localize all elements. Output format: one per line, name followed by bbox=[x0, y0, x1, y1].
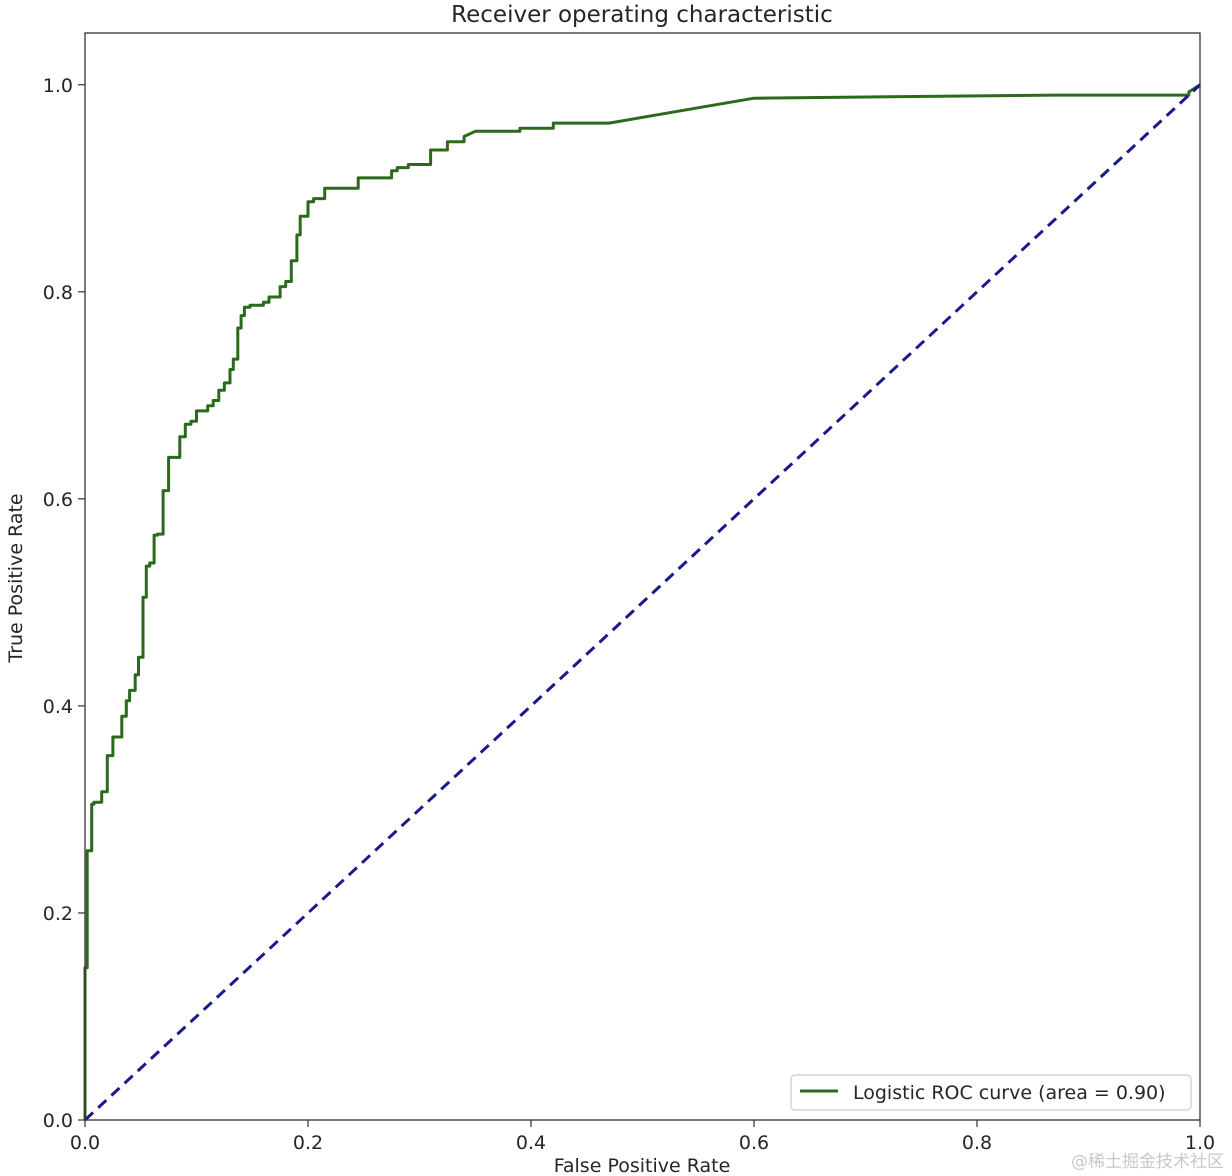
watermark: @稀土掘金技术社区 bbox=[1071, 1152, 1224, 1172]
chart-title: Receiver operating characteristic bbox=[451, 2, 833, 28]
x-axis-label: False Positive Rate bbox=[554, 1155, 731, 1176]
y-tick-label: 0.6 bbox=[43, 489, 73, 511]
y-tick-label: 0.4 bbox=[43, 696, 73, 718]
legend-label-roc: Logistic ROC curve (area = 0.90) bbox=[853, 1082, 1166, 1104]
x-axis-ticks: 0.0 0.2 0.4 0.6 0.8 1.0 bbox=[70, 1120, 1215, 1154]
roc-curve-line bbox=[83, 83, 1201, 1120]
y-tick-label: 0.2 bbox=[43, 903, 73, 925]
x-tick-label: 0.6 bbox=[739, 1132, 769, 1154]
y-axis-label: True Positive Rate bbox=[5, 493, 27, 663]
x-tick-label: 0.2 bbox=[293, 1132, 323, 1154]
y-tick-label: 0.8 bbox=[43, 282, 73, 304]
legend-box bbox=[790, 1074, 1192, 1111]
y-axis-ticks: 0.0 0.2 0.4 0.6 0.8 1.0 bbox=[43, 75, 85, 1132]
diagonal-reference-line bbox=[83, 83, 1202, 1122]
x-tick-label: 1.0 bbox=[1185, 1132, 1215, 1154]
plot-frame bbox=[84, 32, 1201, 1121]
x-tick-label: 0.0 bbox=[70, 1132, 100, 1154]
x-tick-label: 0.4 bbox=[516, 1132, 546, 1154]
x-tick-label: 0.8 bbox=[962, 1132, 992, 1154]
y-tick-label: 0.0 bbox=[43, 1110, 73, 1132]
plot-area bbox=[83, 32, 1202, 1122]
legend: Logistic ROC curve (area = 0.90) bbox=[790, 1074, 1192, 1111]
y-tick-label: 1.0 bbox=[43, 75, 73, 97]
